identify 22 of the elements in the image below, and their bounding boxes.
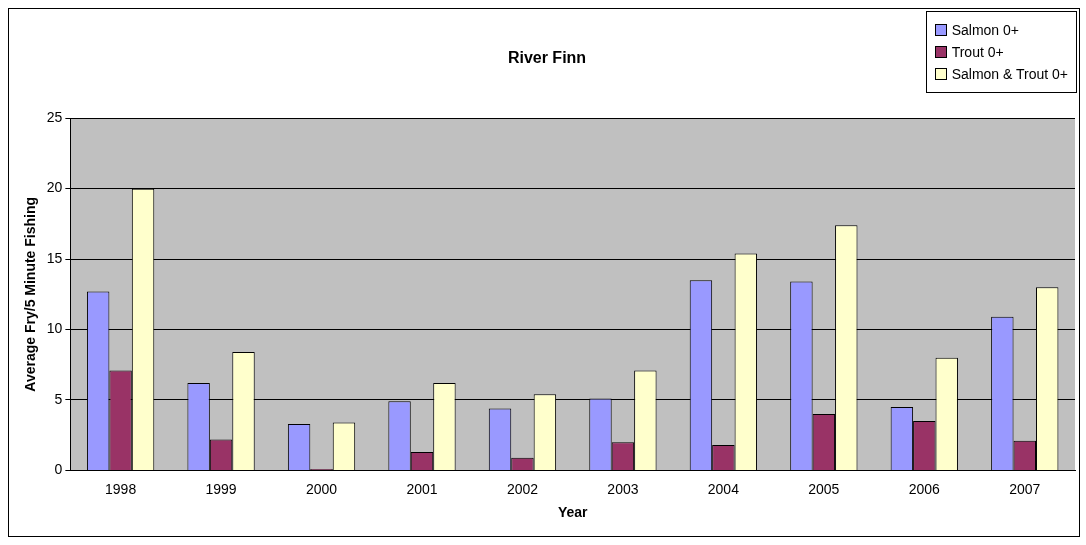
y-tick-label: 5 <box>54 390 63 407</box>
x-tick-label: 2000 <box>305 480 338 497</box>
x-axis-title: Year <box>557 504 589 521</box>
x-tick-label: 2005 <box>808 480 840 497</box>
y-tick-label: 20 <box>46 179 63 196</box>
x-tick-label: 1999 <box>205 480 237 497</box>
x-tick-label: 2006 <box>908 480 941 497</box>
x-tick-label: 2003 <box>607 480 639 497</box>
y-tick-label: 0 <box>54 461 63 478</box>
y-tick-label: 15 <box>46 249 63 266</box>
legend-label: Trout 0+ <box>951 44 1004 60</box>
x-tick-label: 1998 <box>105 480 137 497</box>
x-tick-label: 2002 <box>506 480 539 497</box>
x-tick-label: 2007 <box>1009 480 1041 497</box>
chart-title: River Finn <box>507 49 587 67</box>
y-tick-label: 10 <box>46 320 63 337</box>
x-tick-label: 2001 <box>406 480 438 497</box>
y-tick-label: 25 <box>46 109 63 126</box>
x-tick-label: 2004 <box>707 480 740 497</box>
legend-label: Salmon & Trout 0+ <box>951 66 1068 82</box>
y-axis-title: Average Fry/5 Minute Fishing <box>22 196 39 392</box>
legend-label: Salmon 0+ <box>951 22 1019 38</box>
